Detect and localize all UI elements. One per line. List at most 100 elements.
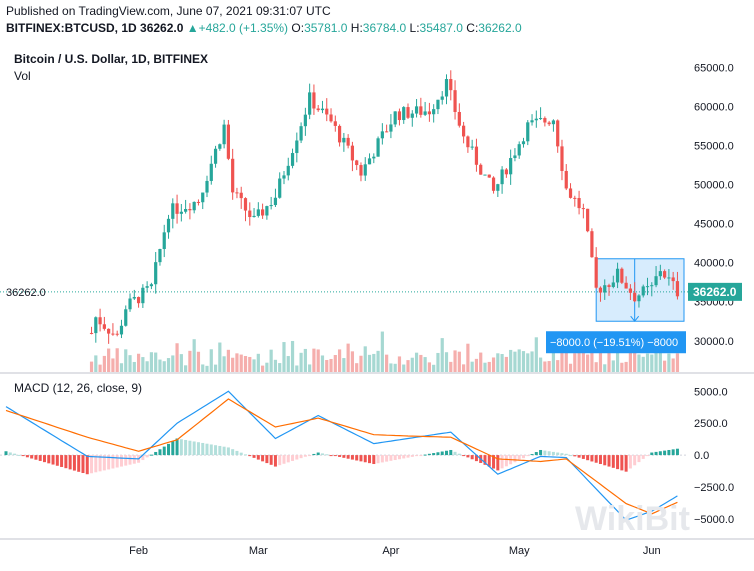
- volume-bar: [367, 354, 372, 372]
- volume-bar: [243, 356, 248, 372]
- volume-bar: [641, 356, 645, 372]
- volume-bar: [462, 364, 466, 372]
- macd-histogram-bar: [427, 453, 431, 456]
- macd-histogram-bar: [483, 455, 487, 465]
- candle-body: [158, 249, 162, 263]
- macd-histogram-bar: [98, 455, 102, 472]
- volume-bar: [671, 358, 675, 372]
- volume-bar: [427, 362, 431, 372]
- volume-bars: [89, 331, 680, 372]
- candle-body: [457, 111, 461, 126]
- macd-histogram-bar: [598, 455, 602, 465]
- price-tick-label: 40000.0: [694, 258, 734, 270]
- volume-bar: [620, 362, 624, 372]
- chart-area[interactable]: −8000.0 (−19.51%) −8000 65000.0 60000.0 55…: [0, 44, 754, 569]
- volume-bar: [573, 353, 577, 372]
- volume-bar: [645, 353, 650, 372]
- candle-body: [192, 201, 196, 211]
- macd-histogram-bar: [363, 455, 367, 463]
- macd-histogram-bar: [466, 455, 470, 458]
- candle-body: [590, 231, 594, 258]
- macd-histogram-bar: [124, 455, 128, 466]
- candle-body: [500, 169, 504, 185]
- candle-body: [628, 288, 633, 293]
- volume-bar: [389, 363, 393, 372]
- candle-body: [423, 111, 427, 115]
- candle-body: [372, 156, 376, 159]
- volume-bar: [94, 355, 98, 372]
- price-tick-label: 50000.0: [694, 180, 734, 192]
- macd-histogram-bar: [415, 455, 419, 457]
- macd-histogram-bar: [60, 455, 64, 467]
- macd-histogram-bar: [38, 455, 42, 461]
- macd-histogram-bar: [158, 449, 162, 456]
- volume-bar: [179, 354, 183, 372]
- candle-body: [239, 192, 243, 199]
- close-label: C:: [466, 21, 479, 35]
- volume-bar: [107, 348, 111, 372]
- volume-bar: [209, 349, 213, 372]
- volume-bar: [376, 350, 380, 372]
- candle-body: [376, 138, 380, 157]
- volume-bar: [355, 363, 359, 372]
- macd-histogram-bar: [594, 455, 598, 463]
- volume-bar: [603, 364, 607, 372]
- volume-bar: [102, 355, 106, 372]
- candle-body: [346, 137, 350, 146]
- macd-histogram-bar: [436, 452, 440, 456]
- candle-body: [265, 206, 269, 216]
- volume-bar: [188, 350, 192, 372]
- time-axis[interactable]: Feb Mar Apr May Jun: [129, 545, 661, 557]
- candle-body: [179, 211, 183, 214]
- macd-histogram-bar: [577, 455, 581, 458]
- candle-body: [530, 120, 534, 123]
- volume-bar: [363, 346, 367, 372]
- volume-bar: [149, 352, 154, 372]
- macd-histogram-bar: [376, 455, 380, 464]
- volume-legend: Vol: [14, 69, 31, 83]
- volume-bar: [568, 363, 573, 372]
- candle-body: [316, 108, 320, 111]
- volume-bar: [278, 363, 282, 372]
- macd-histogram-bar: [47, 455, 51, 464]
- candle-body: [414, 106, 419, 114]
- macd-histogram-bar: [521, 455, 525, 459]
- volume-bar: [414, 352, 419, 372]
- candle-body: [410, 113, 414, 118]
- price-axis[interactable]: 65000.0 60000.0 55000.0 50000.0 45000.0 40000…: [694, 62, 734, 347]
- volume-bar: [128, 355, 132, 372]
- candle-body: [141, 287, 145, 304]
- candle-body: [273, 197, 278, 206]
- volume-bar: [410, 357, 414, 372]
- candle-body: [641, 286, 645, 296]
- candle-body: [406, 107, 410, 118]
- volume-bar: [269, 349, 273, 372]
- candle-body: [218, 144, 222, 149]
- macd-axis[interactable]: 5000.0 2500.0 0.0 −2500.0 −5000.0: [694, 386, 734, 526]
- candle-body: [205, 180, 209, 193]
- macd-histogram-bar: [115, 455, 119, 468]
- macd-histogram-bar: [128, 455, 132, 465]
- macd-histogram-bar: [616, 455, 620, 470]
- candle-body: [444, 79, 449, 97]
- macd-histogram-bar: [650, 452, 654, 456]
- volume-bar: [658, 350, 662, 372]
- volume-bar: [286, 356, 290, 372]
- last-price-label: 36262.0: [688, 282, 742, 301]
- macd-histogram-bar: [252, 455, 256, 458]
- volume-bar: [675, 353, 680, 372]
- macd-histogram-bar: [329, 455, 333, 457]
- volume-bar: [196, 351, 201, 372]
- volume-bar: [265, 362, 269, 372]
- volume-bar: [521, 351, 526, 372]
- macd-histogram-bar: [179, 439, 183, 456]
- volume-bar: [607, 335, 611, 372]
- volume-bar: [136, 353, 141, 372]
- volume-bar: [235, 353, 239, 372]
- macd-histogram-bar: [94, 455, 98, 473]
- candle-body: [350, 145, 355, 161]
- macd-histogram-bar: [372, 455, 376, 465]
- volume-bar: [141, 357, 145, 372]
- macd-histogram-bar: [654, 451, 658, 456]
- macd-histogram-bar: [432, 453, 436, 456]
